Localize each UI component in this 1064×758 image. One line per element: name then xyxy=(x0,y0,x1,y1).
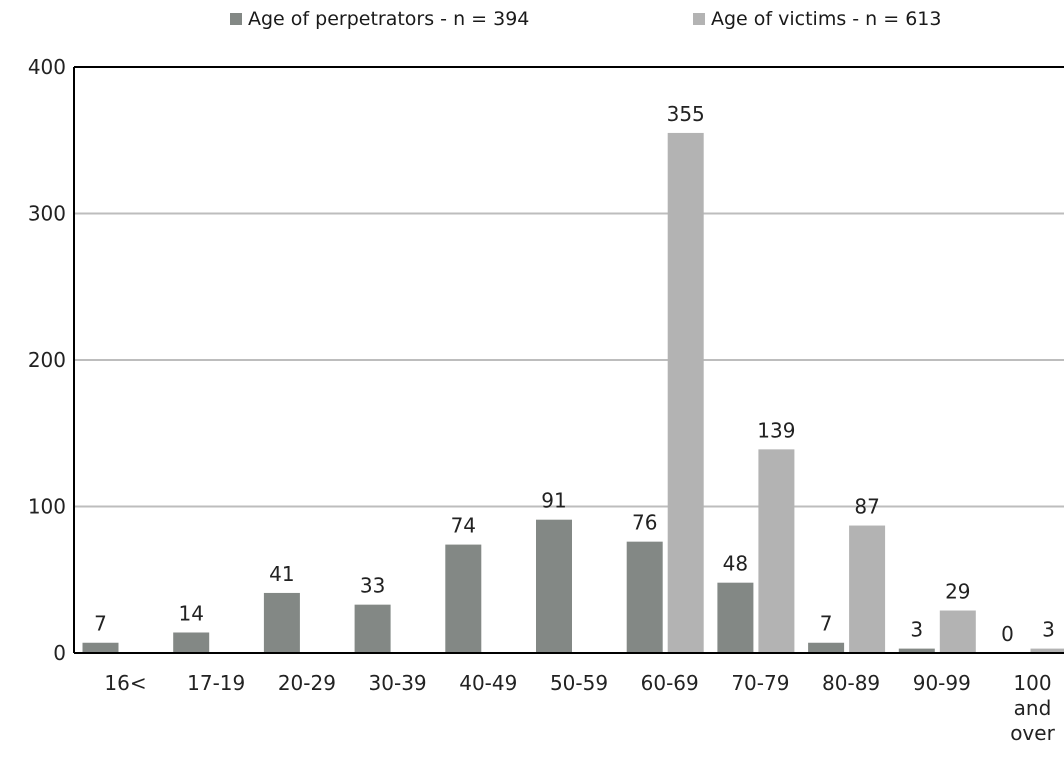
data-label-perpetrators-8: 7 xyxy=(820,612,833,636)
y-tick-label-100: 100 xyxy=(28,495,66,519)
bar-victims-8 xyxy=(849,525,886,653)
x-tick-label-10-line-2: over xyxy=(1010,721,1055,745)
data-label-victims-7: 139 xyxy=(757,418,795,442)
bar-perpetrators-2 xyxy=(263,592,300,653)
data-label-perpetrators-4: 74 xyxy=(451,514,476,538)
data-label-perpetrators-10: 0 xyxy=(1001,622,1014,646)
x-tick-label-1: 17-19 xyxy=(187,671,245,695)
bar-perpetrators-4 xyxy=(445,544,482,653)
x-tick-label-5: 50-59 xyxy=(550,671,608,695)
data-label-perpetrators-7: 48 xyxy=(723,552,748,576)
x-tick-label-9: 90-99 xyxy=(913,671,971,695)
y-tick-label-300: 300 xyxy=(28,202,66,226)
x-tick-label-10-line-0: 100 xyxy=(1013,671,1051,695)
y-tick-label-400: 400 xyxy=(28,55,66,79)
x-tick-label-4: 40-49 xyxy=(459,671,517,695)
bar-perpetrators-6 xyxy=(626,541,663,653)
legend-swatch-victims xyxy=(693,13,705,25)
data-label-perpetrators-5: 91 xyxy=(541,489,566,513)
bar-perpetrators-3 xyxy=(354,604,391,653)
bar-perpetrators-8 xyxy=(808,642,845,653)
bar-victims-9 xyxy=(939,610,976,653)
bar-perpetrators-7 xyxy=(717,582,754,653)
x-tick-label-6: 60-69 xyxy=(641,671,699,695)
legend-item-perpetrators: Age of perpetrators - n = 394 xyxy=(230,8,529,30)
data-label-perpetrators-6: 76 xyxy=(632,511,657,535)
x-tick-label-10-line-1: and xyxy=(1014,696,1052,720)
x-tick-label-3: 30-39 xyxy=(369,671,427,695)
data-label-perpetrators-2: 41 xyxy=(269,562,294,586)
legend-swatch-perpetrators xyxy=(230,13,242,25)
y-tick-label-200: 200 xyxy=(28,348,66,372)
data-label-victims-10: 3 xyxy=(1042,618,1055,642)
data-label-perpetrators-1: 14 xyxy=(178,601,203,625)
x-tick-label-7: 70-79 xyxy=(731,671,789,695)
bar-victims-10 xyxy=(1030,648,1064,653)
bar-perpetrators-1 xyxy=(173,632,210,653)
y-tick-label-0: 0 xyxy=(53,641,66,665)
legend-label-perpetrators: Age of perpetrators - n = 394 xyxy=(248,8,530,30)
legend-label-victims: Age of victims - n = 613 xyxy=(711,8,942,30)
bar-victims-6 xyxy=(667,132,704,654)
bar-victims-7 xyxy=(758,449,795,653)
data-label-victims-8: 87 xyxy=(854,495,879,519)
legend-item-victims: Age of victims - n = 613 xyxy=(693,8,942,30)
data-label-perpetrators-3: 33 xyxy=(360,574,385,598)
x-tick-label-0: 16< xyxy=(104,671,146,695)
data-label-victims-9: 29 xyxy=(945,580,970,604)
bar-perpetrators-5 xyxy=(536,519,572,653)
legend: Age of perpetrators - n = 394 Age of vic… xyxy=(0,8,1064,36)
data-label-perpetrators-0: 7 xyxy=(94,612,107,636)
data-label-perpetrators-9: 3 xyxy=(910,618,923,642)
x-tick-label-8: 80-89 xyxy=(822,671,880,695)
bar-perpetrators-0 xyxy=(82,642,119,653)
data-label-victims-6: 355 xyxy=(667,102,705,126)
bar-perpetrators-9 xyxy=(898,648,935,653)
x-tick-label-2: 20-29 xyxy=(278,671,336,695)
